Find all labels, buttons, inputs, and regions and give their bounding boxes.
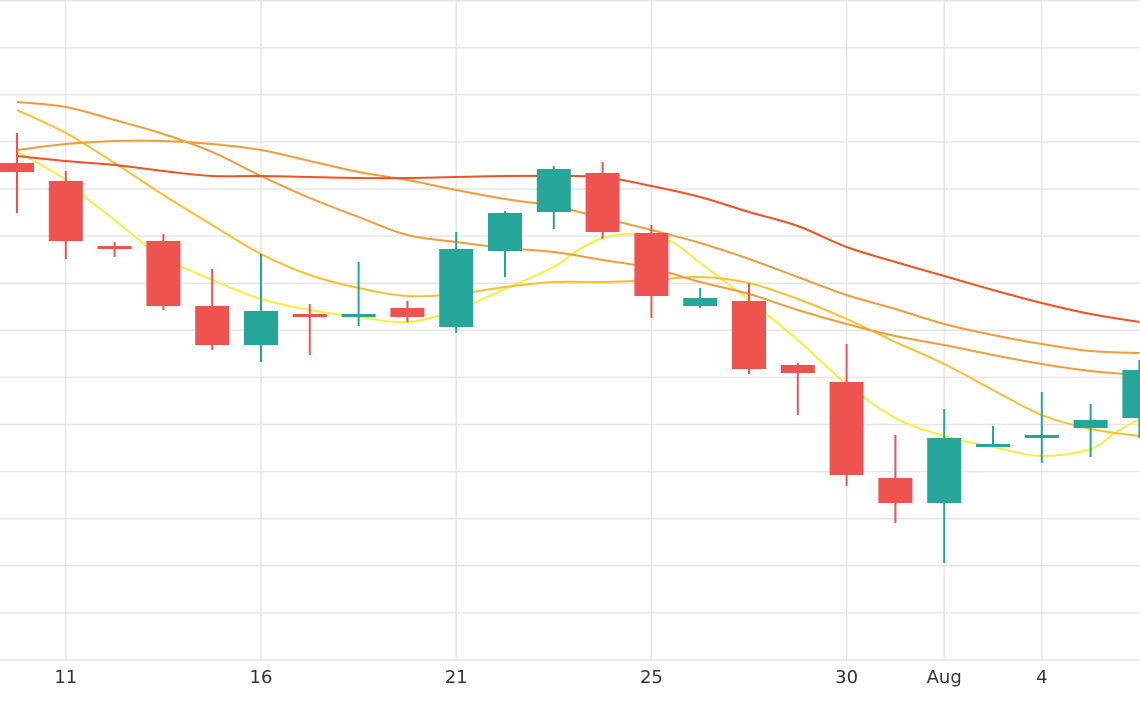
candle-body — [829, 382, 864, 475]
candle-body — [927, 438, 962, 503]
candle-body — [1024, 435, 1059, 438]
candle-body — [195, 306, 230, 345]
candle-body — [732, 301, 766, 369]
candle-body — [390, 308, 425, 317]
x-tick-label: 16 — [250, 667, 273, 688]
x-tick-label: 4 — [1036, 667, 1047, 688]
moving-average-line-1 — [16, 151, 1140, 458]
candle-body — [976, 444, 1010, 447]
candle-body — [97, 246, 132, 249]
candles — [0, 133, 1140, 563]
candle-body — [1073, 420, 1108, 428]
x-tick-label: 30 — [835, 667, 858, 688]
candle-body — [48, 181, 83, 241]
candle-body — [146, 241, 181, 306]
candle-body — [536, 169, 571, 212]
candle-body — [488, 213, 522, 251]
x-tick-label: 25 — [640, 667, 663, 688]
x-axis-ticks: 11 16 21 25 30 Aug 4 — [54, 667, 1047, 688]
candle-body — [0, 163, 34, 172]
candle-body — [683, 298, 718, 306]
candle-body — [292, 314, 327, 317]
candle-body — [439, 249, 474, 327]
candle-body — [341, 314, 376, 317]
moving-average-line-3 — [16, 101, 1140, 376]
candle-body — [1122, 370, 1140, 418]
moving-average-line-4 — [16, 139, 1140, 354]
moving-average-line-2 — [16, 109, 1140, 437]
moving-average-line-5 — [16, 155, 1140, 323]
x-tick-label: 11 — [54, 667, 77, 688]
candle-body — [585, 173, 620, 232]
x-tick-label: Aug — [927, 667, 962, 688]
moving-average-lines — [16, 101, 1140, 458]
candle-body — [780, 365, 815, 373]
candle-body — [878, 478, 913, 503]
candle-body — [244, 311, 278, 345]
candle-body — [634, 233, 669, 296]
x-tick-label: 21 — [445, 667, 468, 688]
